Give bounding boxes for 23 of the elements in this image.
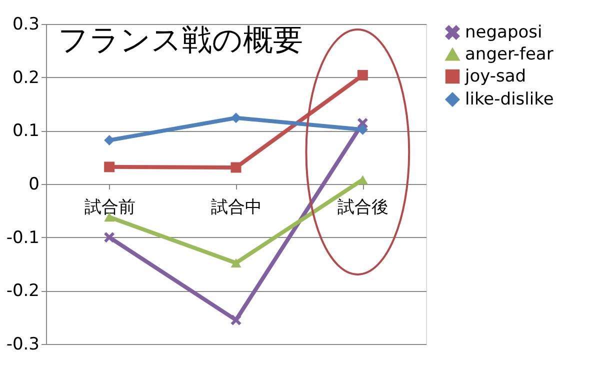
- legend-label: joy-sad: [464, 66, 526, 86]
- y-tick-label: 0.1: [12, 121, 40, 142]
- x-tick-label: 試合中: [211, 198, 262, 218]
- point: [357, 70, 368, 80]
- y-tick-label: 0: [28, 174, 40, 194]
- point: [230, 314, 242, 326]
- y-tick-label: -0.2: [6, 281, 40, 302]
- y-tick-label: 0.2: [12, 68, 40, 88]
- y-tick-label: -0.1: [6, 228, 40, 248]
- legend-label: anger-fear: [465, 44, 554, 64]
- y-tick-label: 0.3: [12, 14, 40, 34]
- point: [230, 162, 242, 173]
- x-tick-label: 試合前: [84, 198, 136, 218]
- legend-label: like-dislike: [465, 90, 554, 110]
- x-tick-label: 試合後: [338, 198, 389, 218]
- point: [104, 232, 115, 243]
- point: [230, 112, 242, 124]
- y-tick-label: -0.3: [6, 334, 40, 354]
- point: [104, 162, 115, 172]
- point: [230, 258, 242, 268]
- chart-title: フランス戦の概要: [58, 23, 303, 58]
- legend-label: negaposi: [465, 22, 542, 42]
- point: [104, 135, 115, 146]
